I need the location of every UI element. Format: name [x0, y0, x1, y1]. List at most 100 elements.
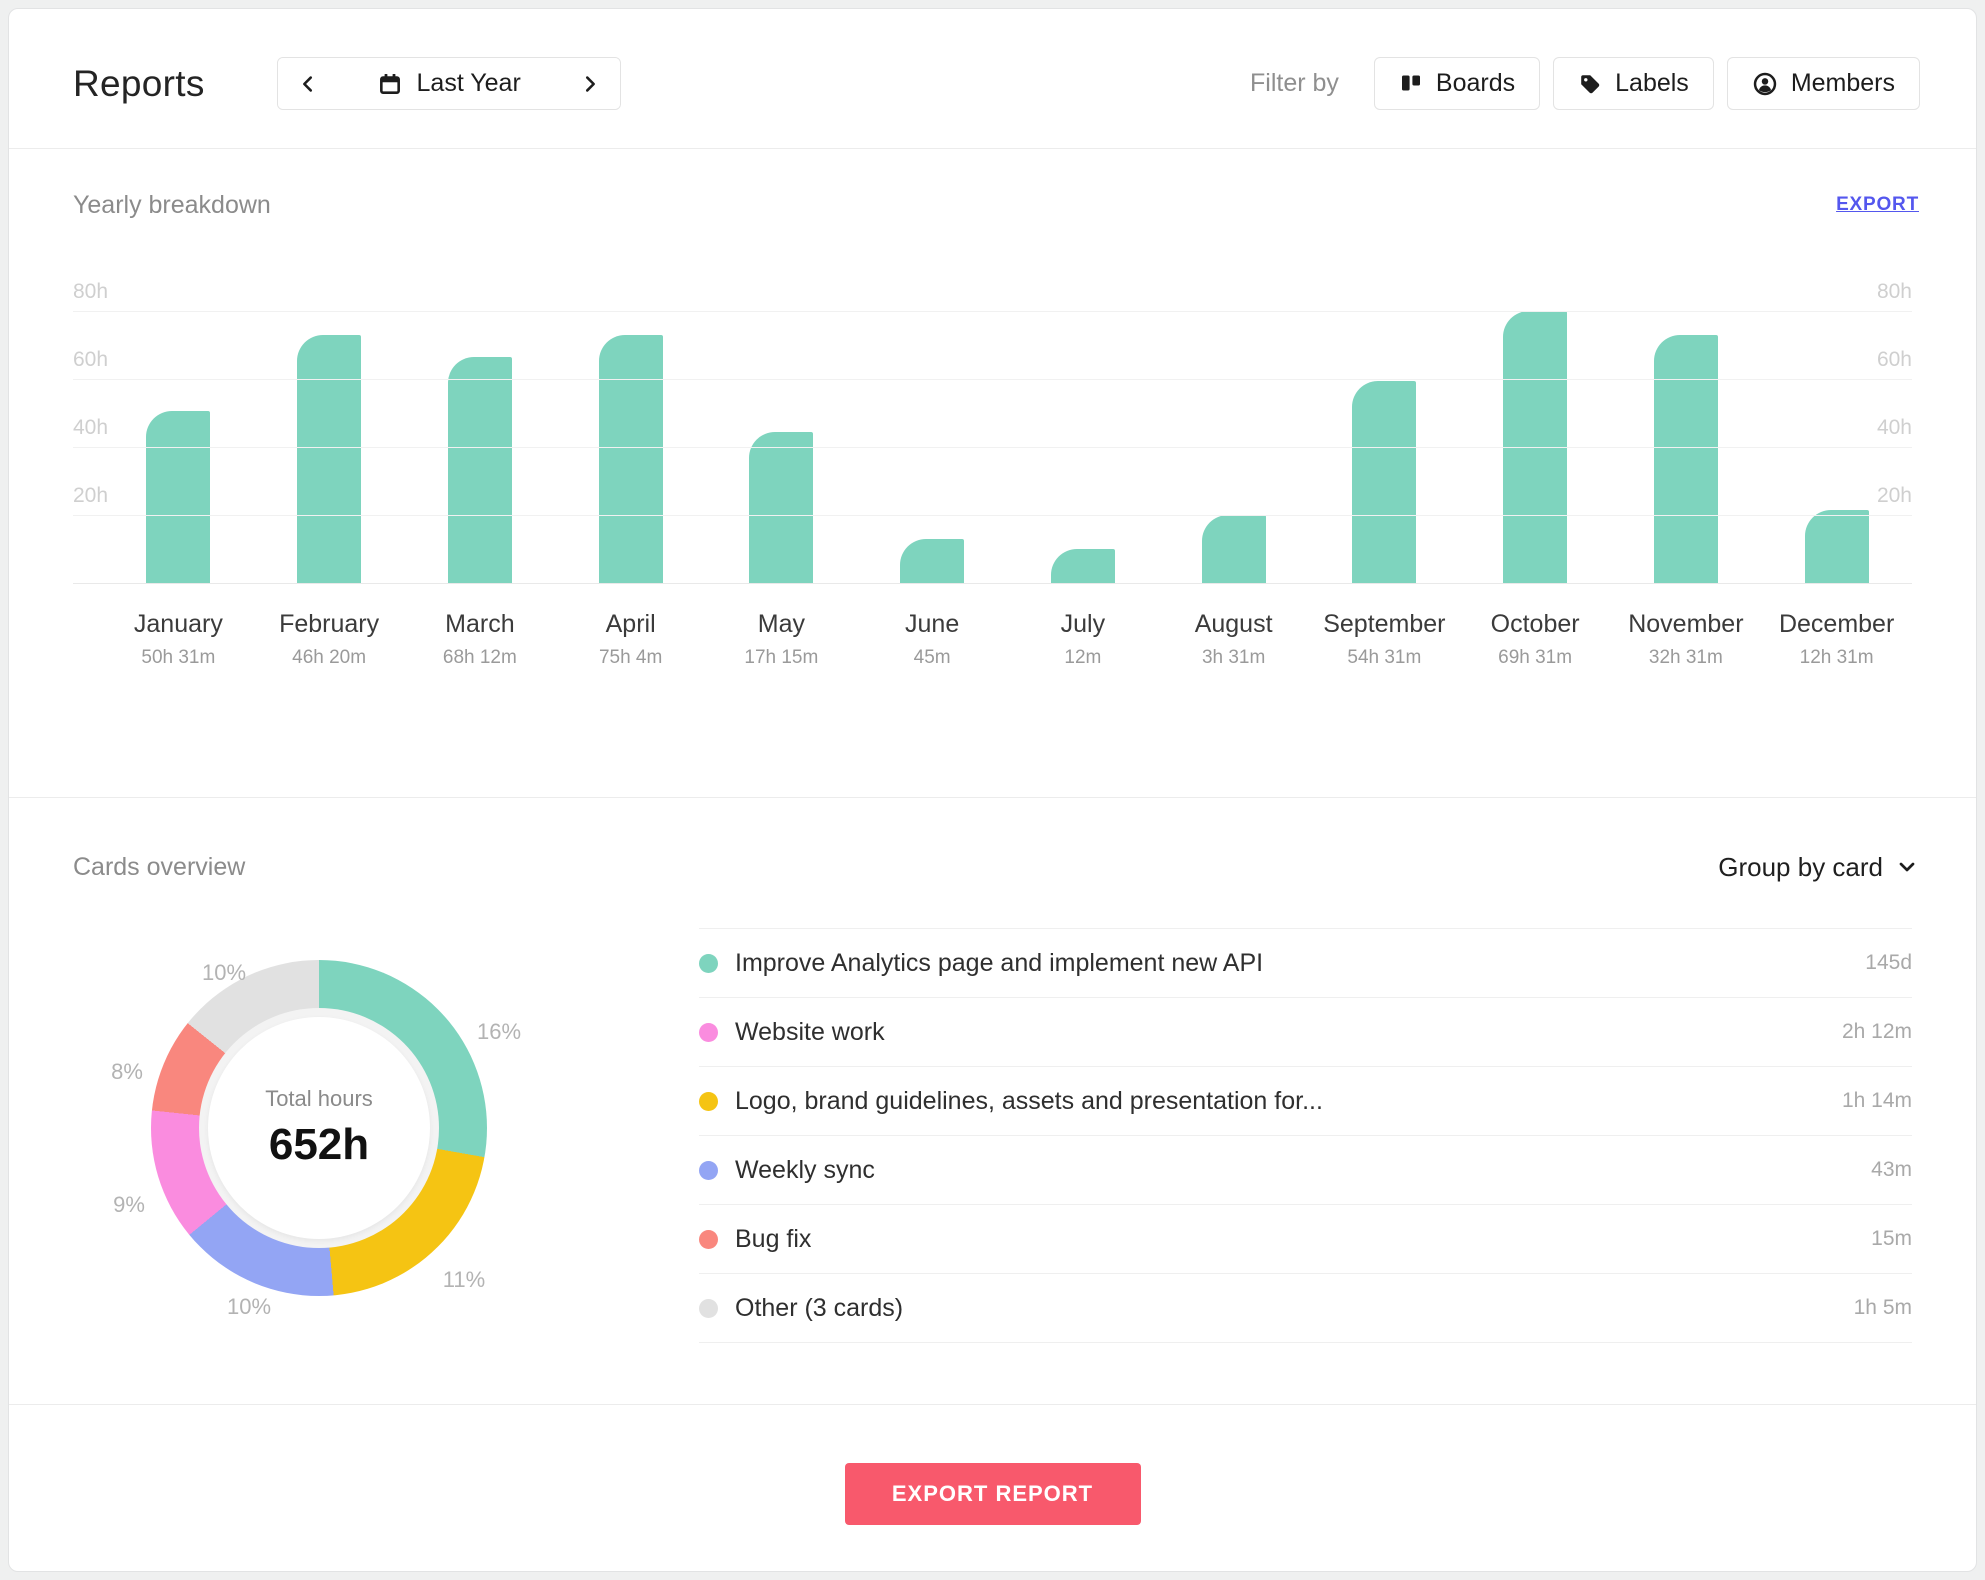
card-duration: 1h 14m — [1841, 1089, 1912, 1112]
month-name: July — [1060, 610, 1106, 638]
bar-column-february — [254, 234, 405, 583]
calendar-icon — [377, 71, 403, 97]
bar-column-november — [1611, 234, 1762, 583]
card-list-row[interactable]: Bug fix 15m — [699, 1205, 1912, 1274]
card-color-dot — [699, 953, 718, 973]
yearly-breakdown-title: Yearly breakdown — [73, 190, 271, 219]
month-duration: 12h 31m — [1799, 647, 1874, 668]
card-title: Other (3 cards) — [735, 1293, 904, 1322]
members-filter-label: Members — [1790, 69, 1895, 97]
gridline-20h — [73, 515, 1912, 516]
members-filter-button[interactable]: Members — [1726, 57, 1920, 110]
header-bar: Reports Last Year — [9, 9, 1976, 149]
x-label-september: September 54h 31m — [1309, 610, 1460, 669]
card-list-row[interactable]: Other (3 cards) 1h 5m — [699, 1274, 1912, 1343]
bar-column-august — [1158, 234, 1309, 583]
bar-march — [447, 357, 512, 583]
chevron-left-icon — [297, 73, 319, 95]
bar-july — [1050, 549, 1115, 583]
x-label-october: October 69h 31m — [1460, 610, 1611, 669]
month-name: January — [133, 610, 223, 638]
page-title: Reports — [73, 62, 205, 104]
bar-column-july — [1008, 234, 1159, 583]
total-hours-value: 652h — [268, 1120, 370, 1169]
y-axis-tick-left: 20h — [73, 484, 109, 507]
month-name: October — [1490, 610, 1580, 638]
card-list: Improve Analytics page and implement new… — [699, 928, 1912, 1343]
bar-november — [1653, 335, 1718, 583]
bar-may — [749, 432, 814, 583]
card-title: Bug fix — [735, 1224, 812, 1253]
month-name: March — [445, 610, 515, 638]
boards-filter-button[interactable]: Boards — [1373, 57, 1541, 110]
donut-center: Total hours 652h — [208, 1017, 430, 1239]
month-duration: 68h 12m — [442, 647, 517, 668]
y-axis-tick-left: 80h — [73, 280, 109, 303]
bar-september — [1352, 381, 1417, 583]
card-title: Improve Analytics page and implement new… — [735, 948, 1264, 977]
card-list-row[interactable]: Website work 2h 12m — [699, 998, 1912, 1067]
bar-column-april — [555, 234, 706, 583]
bar-chart-x-labels: January 50h 31m February 46h 20m March 68h 12… — [73, 610, 1912, 669]
y-axis-tick-right: 60h — [1876, 348, 1912, 371]
x-label-february: February 46h 20m — [254, 610, 405, 669]
x-label-january: January 50h 31m — [103, 610, 254, 669]
chevron-down-icon — [1895, 855, 1919, 879]
month-duration: 32h 31m — [1648, 647, 1723, 668]
x-label-november: November 32h 31m — [1611, 610, 1762, 669]
chevron-right-icon — [579, 73, 601, 95]
bar-column-october — [1460, 234, 1611, 583]
reports-page: Reports Last Year — [8, 8, 1977, 1572]
card-list-row[interactable]: Logo, brand guidelines, assets and prese… — [699, 1067, 1912, 1136]
bar-june — [900, 539, 965, 583]
card-color-dot — [699, 1298, 718, 1318]
card-color-dot — [699, 1229, 718, 1249]
export-link[interactable]: EXPORT — [1836, 194, 1919, 215]
next-period-button[interactable] — [559, 58, 620, 109]
bar-april — [598, 335, 663, 583]
date-range-label: Last Year — [416, 69, 521, 97]
yearly-breakdown-section: Yearly breakdown EXPORT 20h 20h 40h 40h 60h 6… — [9, 150, 1976, 797]
group-by-dropdown[interactable]: Group by card — [1718, 852, 1919, 883]
donut-percent-label: 16% — [476, 1019, 522, 1044]
labels-filter-button[interactable]: Labels — [1553, 57, 1714, 110]
bar-column-september — [1309, 234, 1460, 583]
donut-hole: Total hours 652h — [199, 1008, 439, 1248]
export-report-button[interactable]: EXPORT REPORT — [844, 1463, 1141, 1525]
bar-august — [1201, 515, 1266, 583]
gridline-80h — [73, 311, 1912, 312]
x-label-may: May 17h 15m — [706, 610, 857, 669]
month-duration: 50h 31m — [141, 647, 216, 668]
date-range-button[interactable]: Last Year — [337, 58, 560, 109]
card-duration: 2h 12m — [1841, 1020, 1912, 1043]
donut-percent-label: 10% — [201, 960, 247, 985]
card-duration: 1h 5m — [1853, 1296, 1912, 1319]
bar-column-january — [103, 234, 254, 583]
month-duration: 17h 15m — [744, 647, 819, 668]
month-duration: 54h 31m — [1347, 647, 1422, 668]
donut-chart: Total hours 652h 16% 11% 10% 9% 8% 10% — [65, 938, 605, 1378]
card-duration: 43m — [1871, 1158, 1912, 1181]
cards-overview-title: Cards overview — [73, 852, 246, 881]
chart-baseline — [73, 583, 1912, 584]
month-name: May — [757, 610, 805, 638]
card-color-dot — [699, 1160, 718, 1180]
x-label-april: April 75h 4m — [555, 610, 706, 669]
tag-icon — [1578, 72, 1602, 96]
x-label-june: June 45m — [857, 610, 1008, 669]
month-duration: 69h 31m — [1498, 647, 1573, 668]
bar-february — [297, 335, 362, 583]
card-list-row[interactable]: Improve Analytics page and implement new… — [699, 929, 1912, 998]
card-title: Weekly sync — [735, 1155, 875, 1184]
total-hours-label: Total hours — [265, 1086, 373, 1111]
donut-percent-label: 8% — [111, 1059, 143, 1084]
prev-period-button[interactable] — [277, 58, 338, 109]
y-axis-tick-right: 80h — [1876, 280, 1912, 303]
x-label-march: March 68h 12m — [405, 610, 556, 669]
month-name: November — [1628, 610, 1744, 638]
month-duration: 3h 31m — [1201, 647, 1266, 668]
group-by-label: Group by card — [1718, 851, 1883, 882]
labels-filter-label: Labels — [1615, 69, 1689, 97]
filter-group: Filter by Boards Labels — [1250, 57, 1920, 110]
card-list-row[interactable]: Weekly sync 43m — [699, 1136, 1912, 1205]
